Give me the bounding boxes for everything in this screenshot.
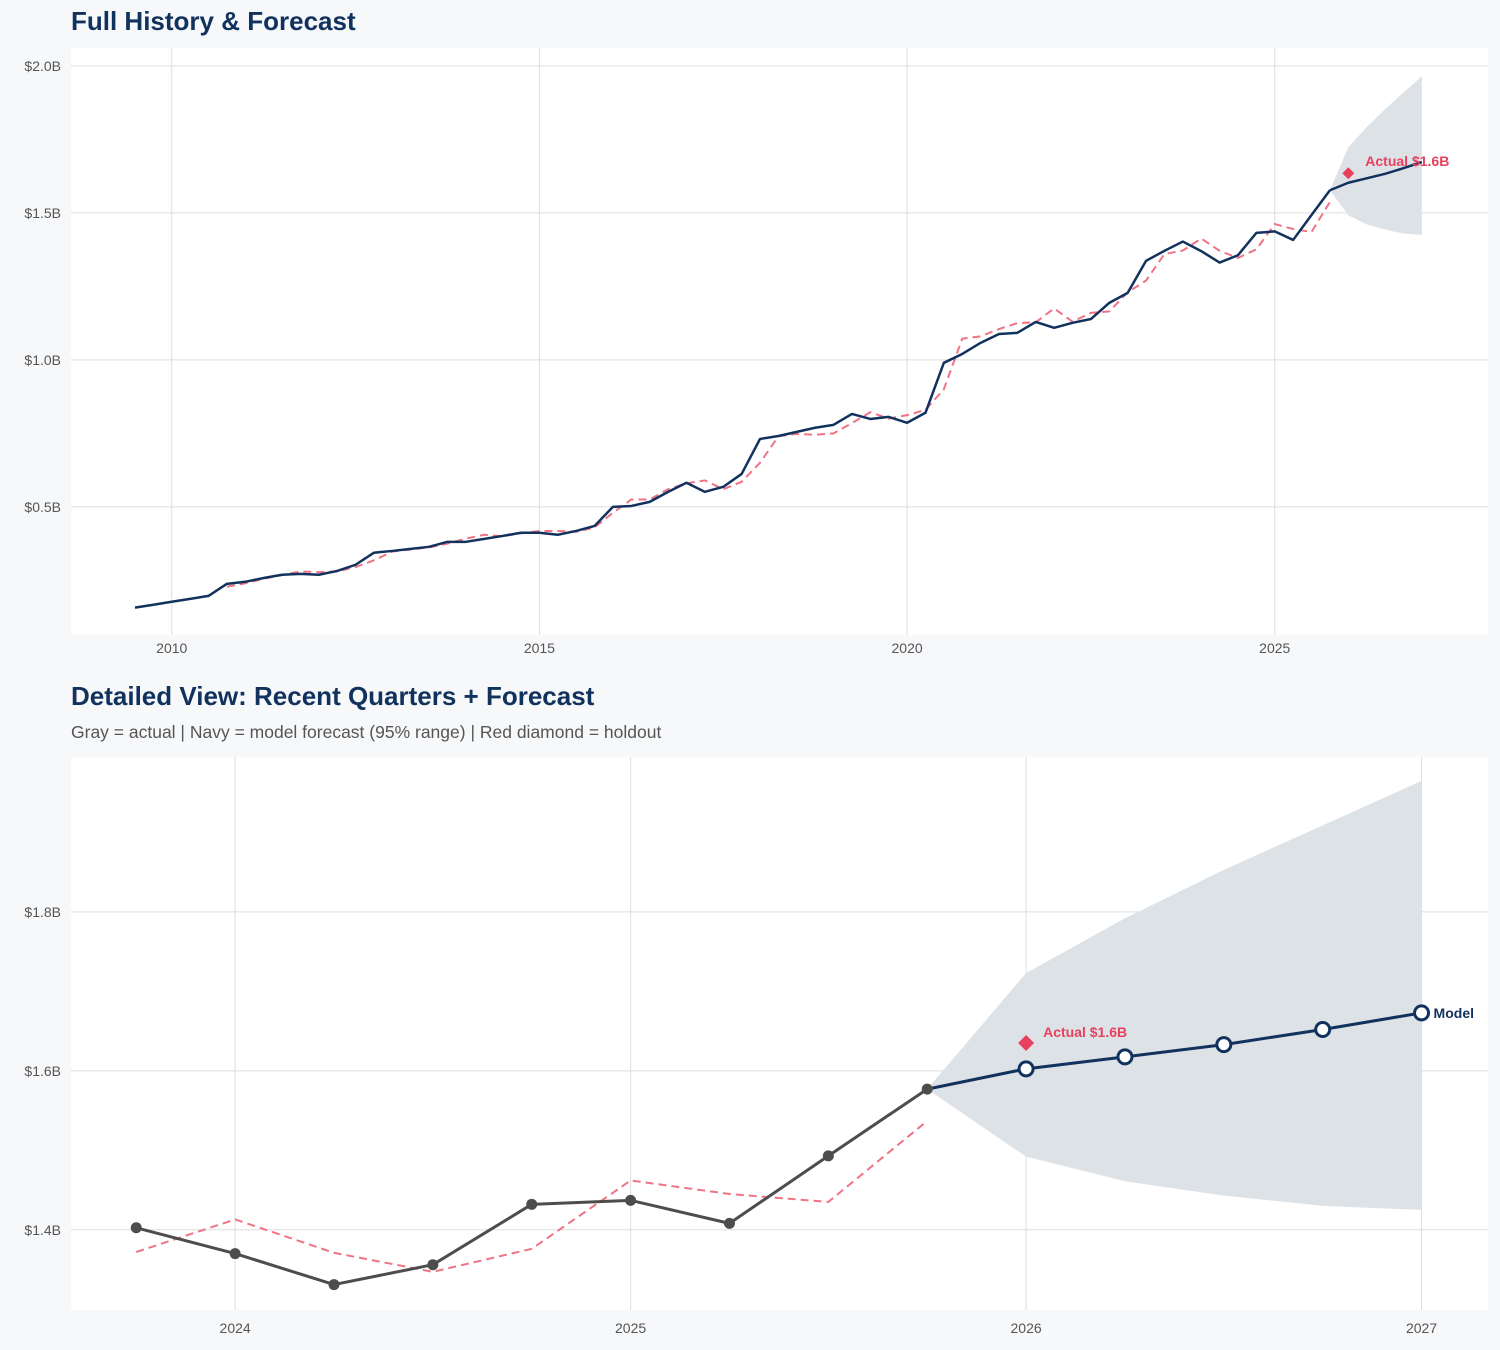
actual-point [130,1222,142,1234]
actual-point [921,1083,933,1095]
y-tick-label: $0.5B [24,499,61,515]
y-tick-label: $1.0B [24,352,61,368]
holdout-label: Actual $1.6B [1365,153,1449,169]
x-tick-label: 2015 [524,640,555,656]
holdout-label: Actual $1.6B [1043,1024,1127,1040]
y-tick-label: $2.0B [24,58,61,74]
x-tick-label: 2027 [1406,1320,1437,1336]
y-tick-label: $1.6B [24,1063,61,1079]
forecast-line [1329,160,1423,192]
x-tick-label: 2025 [1259,640,1290,656]
chart-subtitle-legend: Gray = actual | Navy = model forecast (9… [71,722,662,742]
forecast-point [1017,1060,1035,1078]
holdout-diamond-marker [1342,167,1355,180]
forecast-point [1314,1021,1332,1039]
x-tick-label: 2010 [156,640,187,656]
forecast-confidence-band [927,780,1422,1210]
actual-point [229,1248,241,1260]
actual-point [723,1217,735,1229]
y-tick-label: $1.5B [24,205,61,221]
x-tick-label: 2020 [892,640,923,656]
chart-title-full-history: Full History & Forecast [71,6,356,36]
actual-point [427,1259,439,1271]
y-tick-label: $1.8B [24,904,61,920]
forecast-point [1215,1036,1233,1054]
forecast-point [1116,1048,1134,1066]
full-history-chart: 2010 2015 2020 2025 $0.5B $1.0B $1.5B $2.0B Actu… [24,48,1488,656]
plot-area [71,48,1488,635]
actual-point [822,1150,834,1162]
actual-point [625,1194,637,1206]
holdout-diamond-marker [1018,1035,1035,1052]
forecast-confidence-band [1329,76,1422,235]
fitted-line-dashed [135,1120,928,1273]
forecast-point [1413,1004,1431,1022]
model-label: Model [1434,1005,1474,1021]
x-tick-label: 2026 [1011,1320,1042,1336]
forecast-line [926,1011,1422,1091]
x-tick-label: 2024 [220,1320,251,1336]
detailed-view-chart: 2024 2025 2026 2027 $1.4B $1.6B $1.8B Model Actu… [24,757,1488,1336]
actual-point [328,1279,340,1291]
x-tick-label: 2025 [615,1320,646,1336]
chart-title-detailed-view: Detailed View: Recent Quarters + Forecas… [71,681,595,711]
y-tick-label: $1.4B [24,1222,61,1238]
actual-point [526,1198,538,1210]
actual-line [134,189,1331,609]
